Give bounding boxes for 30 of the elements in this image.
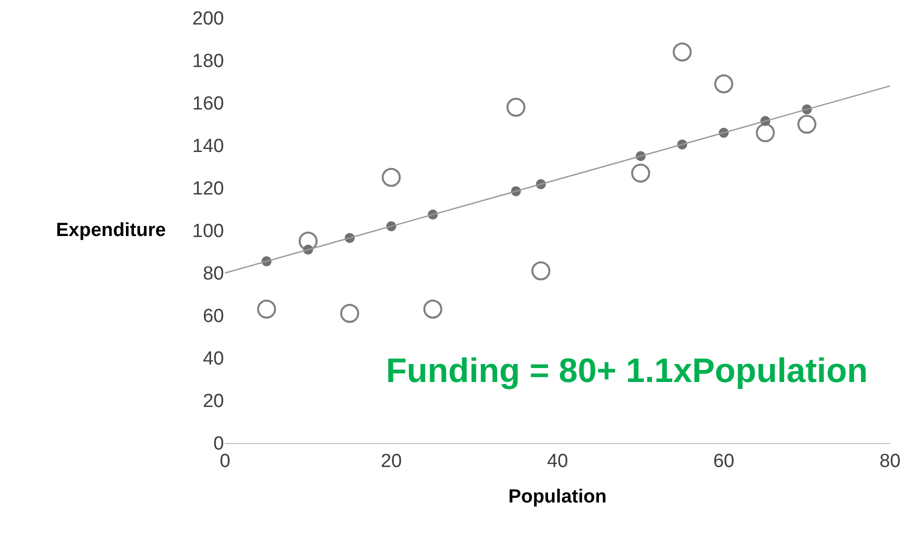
y-tick-label: 180 bbox=[192, 51, 224, 72]
point bbox=[531, 261, 550, 280]
x-tick-label: 20 bbox=[380, 450, 402, 472]
point bbox=[631, 164, 650, 183]
point bbox=[382, 168, 401, 187]
point bbox=[756, 123, 775, 142]
point bbox=[423, 300, 442, 319]
point bbox=[506, 98, 526, 117]
x-tick-label: 60 bbox=[713, 450, 734, 472]
x-tick-label: 40 bbox=[546, 450, 568, 472]
annotation: Funding = 80+ 1.1xPopulation bbox=[386, 352, 868, 390]
y-tick-label: 140 bbox=[192, 136, 224, 158]
y-tick-label: 200 bbox=[192, 8, 224, 30]
x-axis-title: Population bbox=[508, 486, 607, 508]
y-tick-label: 100 bbox=[192, 221, 224, 242]
y-axis-title: Expenditure bbox=[56, 220, 166, 241]
y-tick-label: 40 bbox=[202, 348, 224, 370]
point bbox=[257, 300, 276, 319]
y-tick-label: 0 bbox=[213, 434, 224, 455]
point bbox=[672, 42, 692, 62]
point bbox=[340, 304, 360, 323]
y-tick-label: 120 bbox=[192, 178, 224, 200]
y-tick-label: 160 bbox=[192, 94, 224, 115]
point bbox=[298, 232, 318, 251]
y-tick-label: 80 bbox=[202, 264, 224, 285]
point bbox=[797, 114, 816, 134]
point bbox=[714, 74, 734, 94]
y-tick-label: 60 bbox=[202, 306, 224, 328]
x-tick-label: 80 bbox=[879, 450, 901, 472]
y-tick-label: 20 bbox=[202, 391, 224, 412]
